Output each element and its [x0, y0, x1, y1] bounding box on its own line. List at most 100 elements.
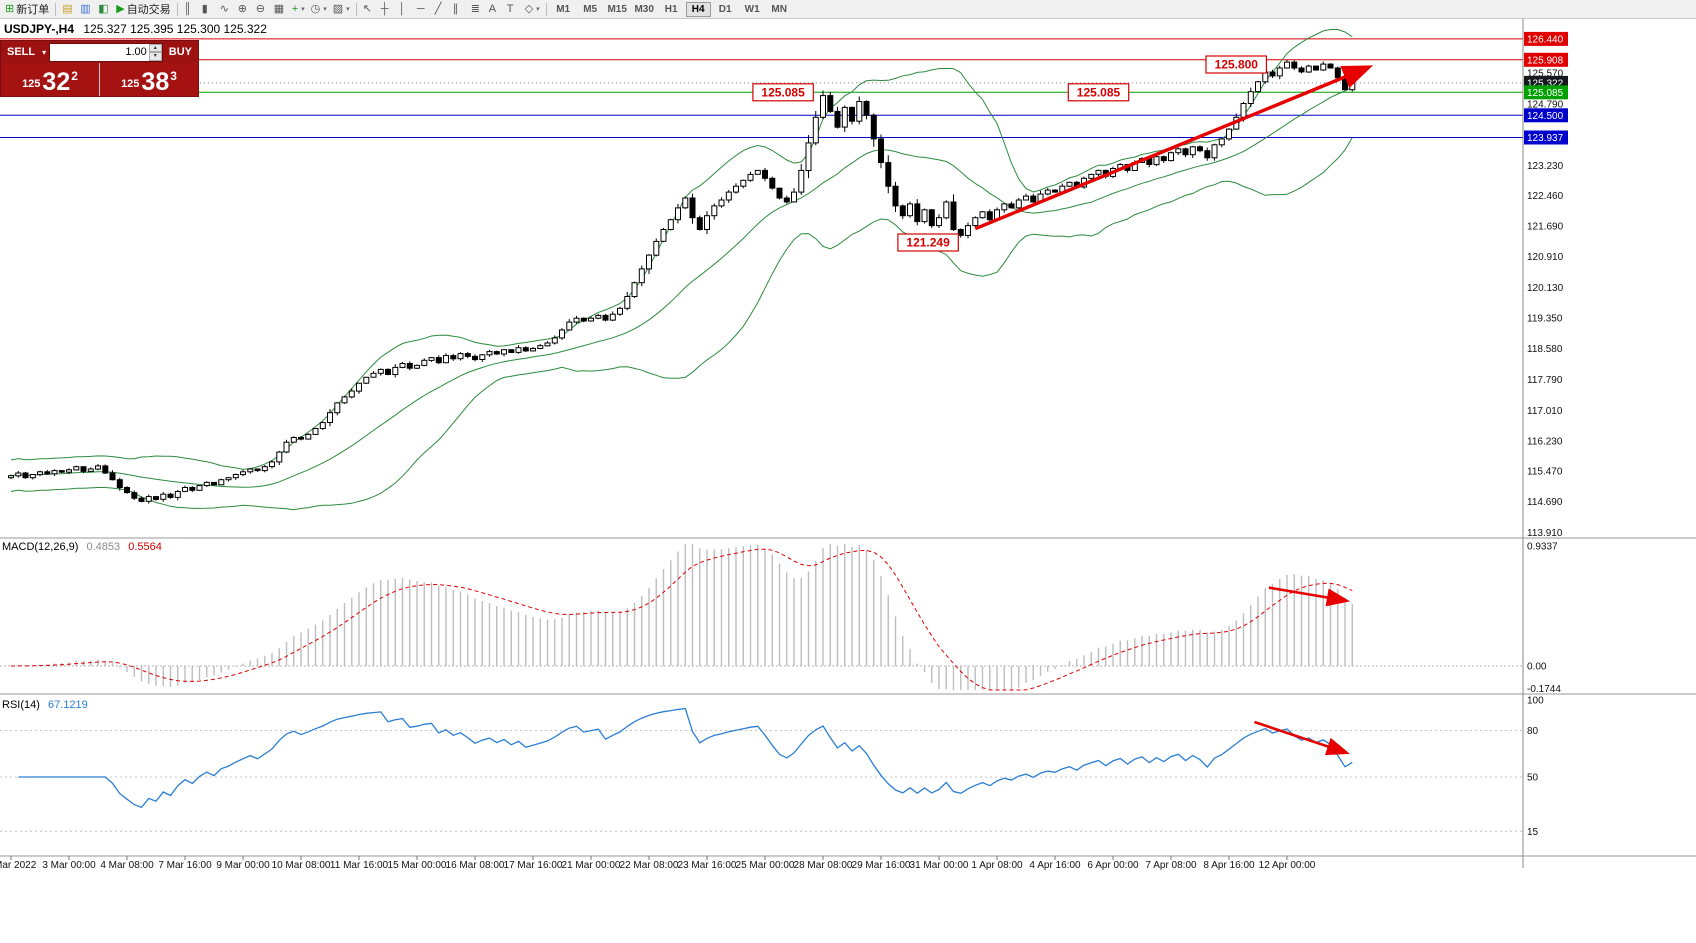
price-annotation-box[interactable] — [752, 83, 814, 102]
equidistant-channel-button[interactable]: ∥ — [450, 1, 468, 17]
time-axis-label[interactable]: 16 Mar 08:00 — [446, 860, 505, 871]
time-axis-label[interactable]: 11 Mar 16:00 — [330, 860, 389, 871]
trade-options-dropdown[interactable]: ▾ — [41, 48, 47, 57]
tile-windows-button[interactable]: ▦ — [271, 1, 289, 17]
zoom-in-button[interactable]: ⊕ — [235, 1, 253, 17]
time-axis-label[interactable]: 15 Mar 00:00 — [388, 860, 447, 871]
buy-button[interactable]: BUY — [165, 46, 196, 58]
macd-name: MACD(12,26,9) — [2, 541, 79, 553]
indicators-button[interactable]: + ▾ — [289, 1, 308, 17]
data-window-button[interactable]: ◧ — [95, 1, 113, 17]
crosshair-button[interactable]: ┼ — [378, 1, 396, 17]
trendline-button[interactable]: ╱ — [432, 1, 450, 17]
line-chart-button[interactable]: ∿ — [217, 1, 235, 17]
periods-button[interactable]: ◷ ▾ — [308, 1, 330, 17]
timeframe-m1-button[interactable]: M1 — [551, 2, 576, 17]
time-axis-label[interactable]: 4 Apr 16:00 — [1029, 860, 1081, 871]
time-axis-label[interactable]: 31 Mar 00:00 — [910, 860, 969, 871]
candle-body — [261, 466, 268, 472]
time-axis-label[interactable]: 1 Apr 08:00 — [971, 860, 1023, 871]
cursor-button[interactable]: ↖ — [360, 1, 378, 17]
time-axis-label[interactable]: 4 Mar 08:00 — [100, 860, 154, 871]
time-axis-label[interactable]: 25 Mar 00:00 — [736, 860, 795, 871]
zoom-in-icon: ⊕ — [237, 2, 247, 15]
candle-body — [754, 169, 761, 175]
candle-body — [1197, 146, 1203, 152]
rsi-axis-label: 50 — [1527, 773, 1539, 784]
bar-chart-button[interactable]: ║ — [181, 1, 199, 17]
time-axis-label[interactable]: 22 Mar 08:00 — [620, 860, 679, 871]
trend-arrow[interactable] — [1253, 720, 1350, 756]
time-axis-label[interactable]: 29 Mar 16:00 — [852, 860, 911, 871]
price-axis-badge[interactable] — [1524, 52, 1568, 67]
timeframe-h1-button[interactable]: H1 — [659, 2, 684, 17]
timeframe-d1-button[interactable]: D1 — [713, 2, 738, 17]
fibonacci-retracement-button[interactable]: ≣ — [468, 1, 486, 17]
candle-body — [479, 354, 486, 360]
time-axis-label[interactable]: 3 Mar 00:00 — [42, 860, 96, 871]
time-axis-label[interactable]: 12 Apr 00:00 — [1259, 860, 1316, 871]
sell-button[interactable]: SELL — [3, 46, 39, 58]
price-axis-tick: 125.570 — [1527, 69, 1564, 80]
time-axis-label[interactable]: 2 Mar 2022 — [0, 860, 37, 871]
volume-down-button[interactable]: ▾ — [148, 52, 162, 61]
templates-button[interactable]: ▨ ▾ — [330, 1, 353, 17]
time-axis-label[interactable]: 7 Apr 08:00 — [1145, 860, 1197, 871]
new-order-button[interactable]: ⊞ 新订单 — [2, 1, 52, 17]
candlestick-chart-button[interactable]: ▮ — [199, 1, 217, 17]
candle-body — [660, 229, 667, 242]
candle-body — [602, 314, 609, 321]
price-axis-badge[interactable] — [1524, 108, 1568, 123]
trend-arrow[interactable] — [974, 65, 1374, 231]
arrows-button[interactable]: ◇ ▾ — [522, 1, 543, 17]
candle-body — [1342, 77, 1348, 91]
zoom-out-button[interactable]: ⊖ — [253, 1, 271, 17]
time-axis-label[interactable]: 10 Mar 08:00 — [272, 860, 331, 871]
autotrading-button[interactable]: ▶ 自动交易 — [113, 1, 173, 17]
buy-price-button[interactable]: 125 38 3 — [100, 63, 198, 96]
candle-body — [73, 466, 80, 471]
volume-input[interactable] — [50, 43, 149, 61]
sell-price-button[interactable]: 125 32 2 — [1, 63, 99, 96]
time-axis-label[interactable]: 7 Mar 16:00 — [158, 860, 212, 871]
chart-profiles-button[interactable]: ▤ — [59, 1, 77, 17]
candle-body — [1023, 195, 1029, 201]
chart-profiles-icon: ▤ — [62, 2, 73, 15]
market-watch-button[interactable]: ▥ — [77, 1, 95, 17]
price-annotation-box[interactable] — [1205, 55, 1268, 74]
time-axis-label[interactable]: 28 Mar 08:00 — [794, 860, 853, 871]
candle-body — [428, 357, 435, 361]
candle-body — [849, 106, 855, 122]
arrows-icon: ◇ — [524, 2, 534, 15]
price-annotation-box[interactable] — [1067, 83, 1130, 102]
price-axis-badge[interactable] — [1524, 130, 1568, 145]
price-axis-badge[interactable] — [1524, 31, 1568, 46]
price-annotation-box[interactable] — [897, 233, 959, 252]
vertical-line-button[interactable]: │ — [396, 1, 414, 17]
time-axis-label[interactable]: 6 Apr 00:00 — [1087, 860, 1139, 871]
timeframe-w1-button[interactable]: W1 — [740, 2, 765, 17]
time-axis-label[interactable]: 23 Mar 16:00 — [678, 860, 737, 871]
timeframe-mn-button[interactable]: MN — [767, 2, 792, 17]
volume-up-button[interactable]: ▴ — [148, 43, 162, 52]
time-axis-label[interactable]: 8 Apr 16:00 — [1203, 860, 1255, 871]
bollinger-lower-band — [10, 137, 1353, 511]
timeframe-m15-button[interactable]: M15 — [605, 2, 630, 17]
candle-body — [957, 229, 964, 236]
time-axis-label[interactable]: 21 Mar 00:00 — [562, 860, 621, 871]
candle-body — [1226, 128, 1232, 140]
trend-arrow[interactable] — [1268, 586, 1351, 607]
text-button[interactable]: A — [486, 1, 504, 17]
candle-body — [762, 169, 768, 179]
horizontal-line-button[interactable]: ─ — [414, 1, 432, 17]
candle-body — [174, 491, 181, 498]
timeframe-m30-button[interactable]: M30 — [632, 2, 657, 17]
time-axis-label[interactable]: 9 Mar 00:00 — [216, 860, 270, 871]
time-axis-label[interactable]: 17 Mar 16:00 — [504, 860, 563, 871]
timeframe-m5-button[interactable]: M5 — [578, 2, 603, 17]
macd-axis-label: -0.1744 — [1527, 684, 1561, 695]
text-label-button[interactable]: T — [504, 1, 522, 17]
price-axis-badge[interactable] — [1524, 85, 1568, 100]
timeframe-h4-button[interactable]: H4 — [685, 1, 711, 17]
